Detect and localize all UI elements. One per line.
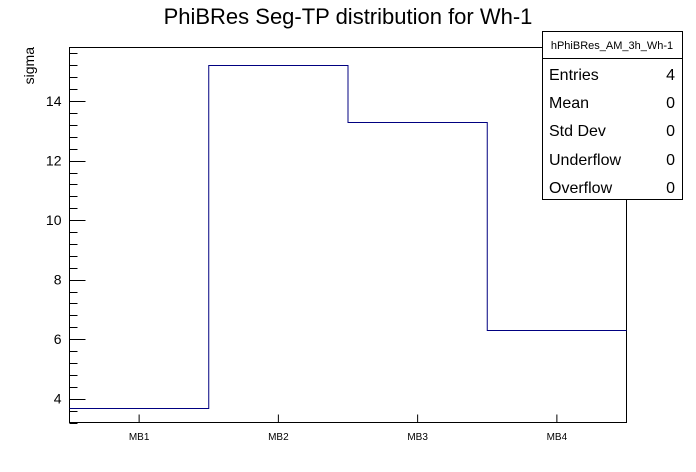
x-tick-label: MB2 [268,432,289,443]
stat-label-entries: Entries [549,67,599,84]
x-axis: MB1 MB2 MB3 MB4 [129,414,568,443]
plot-frame [69,47,627,423]
y-tick-label: 12 [46,153,62,169]
y-tick-label: 14 [46,93,62,109]
stat-value-std-dev: 0 [666,123,675,140]
x-tick-label: MB1 [129,432,150,443]
chart-title: PhiBRes Seg-TP distribution for Wh-1 [164,4,533,29]
y-axis-label: sigma [21,47,37,85]
stat-value-entries: 4 [666,67,675,84]
stat-label-underflow: Underflow [549,152,621,169]
x-tick-label: MB4 [547,432,568,443]
stat-label-overflow: Overflow [549,180,613,197]
histogram-bin [209,66,348,423]
stats-box-title: hPhiBRes_AM_3h_Wh-1 [551,40,673,52]
histogram-bin [348,123,487,423]
stat-label-std-dev: Std Dev [549,123,606,140]
stat-value-overflow: 0 [666,180,675,197]
stat-label-mean: Mean [549,95,589,112]
stat-value-mean: 0 [666,95,675,112]
x-tick-label: MB3 [407,432,428,443]
y-tick-label: 10 [46,212,62,228]
stat-value-underflow: 0 [666,152,675,169]
y-tick-label: 4 [54,391,62,407]
histogram-bin [487,331,626,423]
histogram-outline [69,65,627,409]
y-tick-label: 6 [54,331,62,347]
stats-box-frame [542,31,683,200]
stats-box: hPhiBRes_AM_3h_Wh-1 Entries 4 Mean 0 Std… [542,31,683,200]
y-axis: 4 6 8 10 12 14 [46,53,86,424]
y-tick-label: 8 [54,272,62,288]
